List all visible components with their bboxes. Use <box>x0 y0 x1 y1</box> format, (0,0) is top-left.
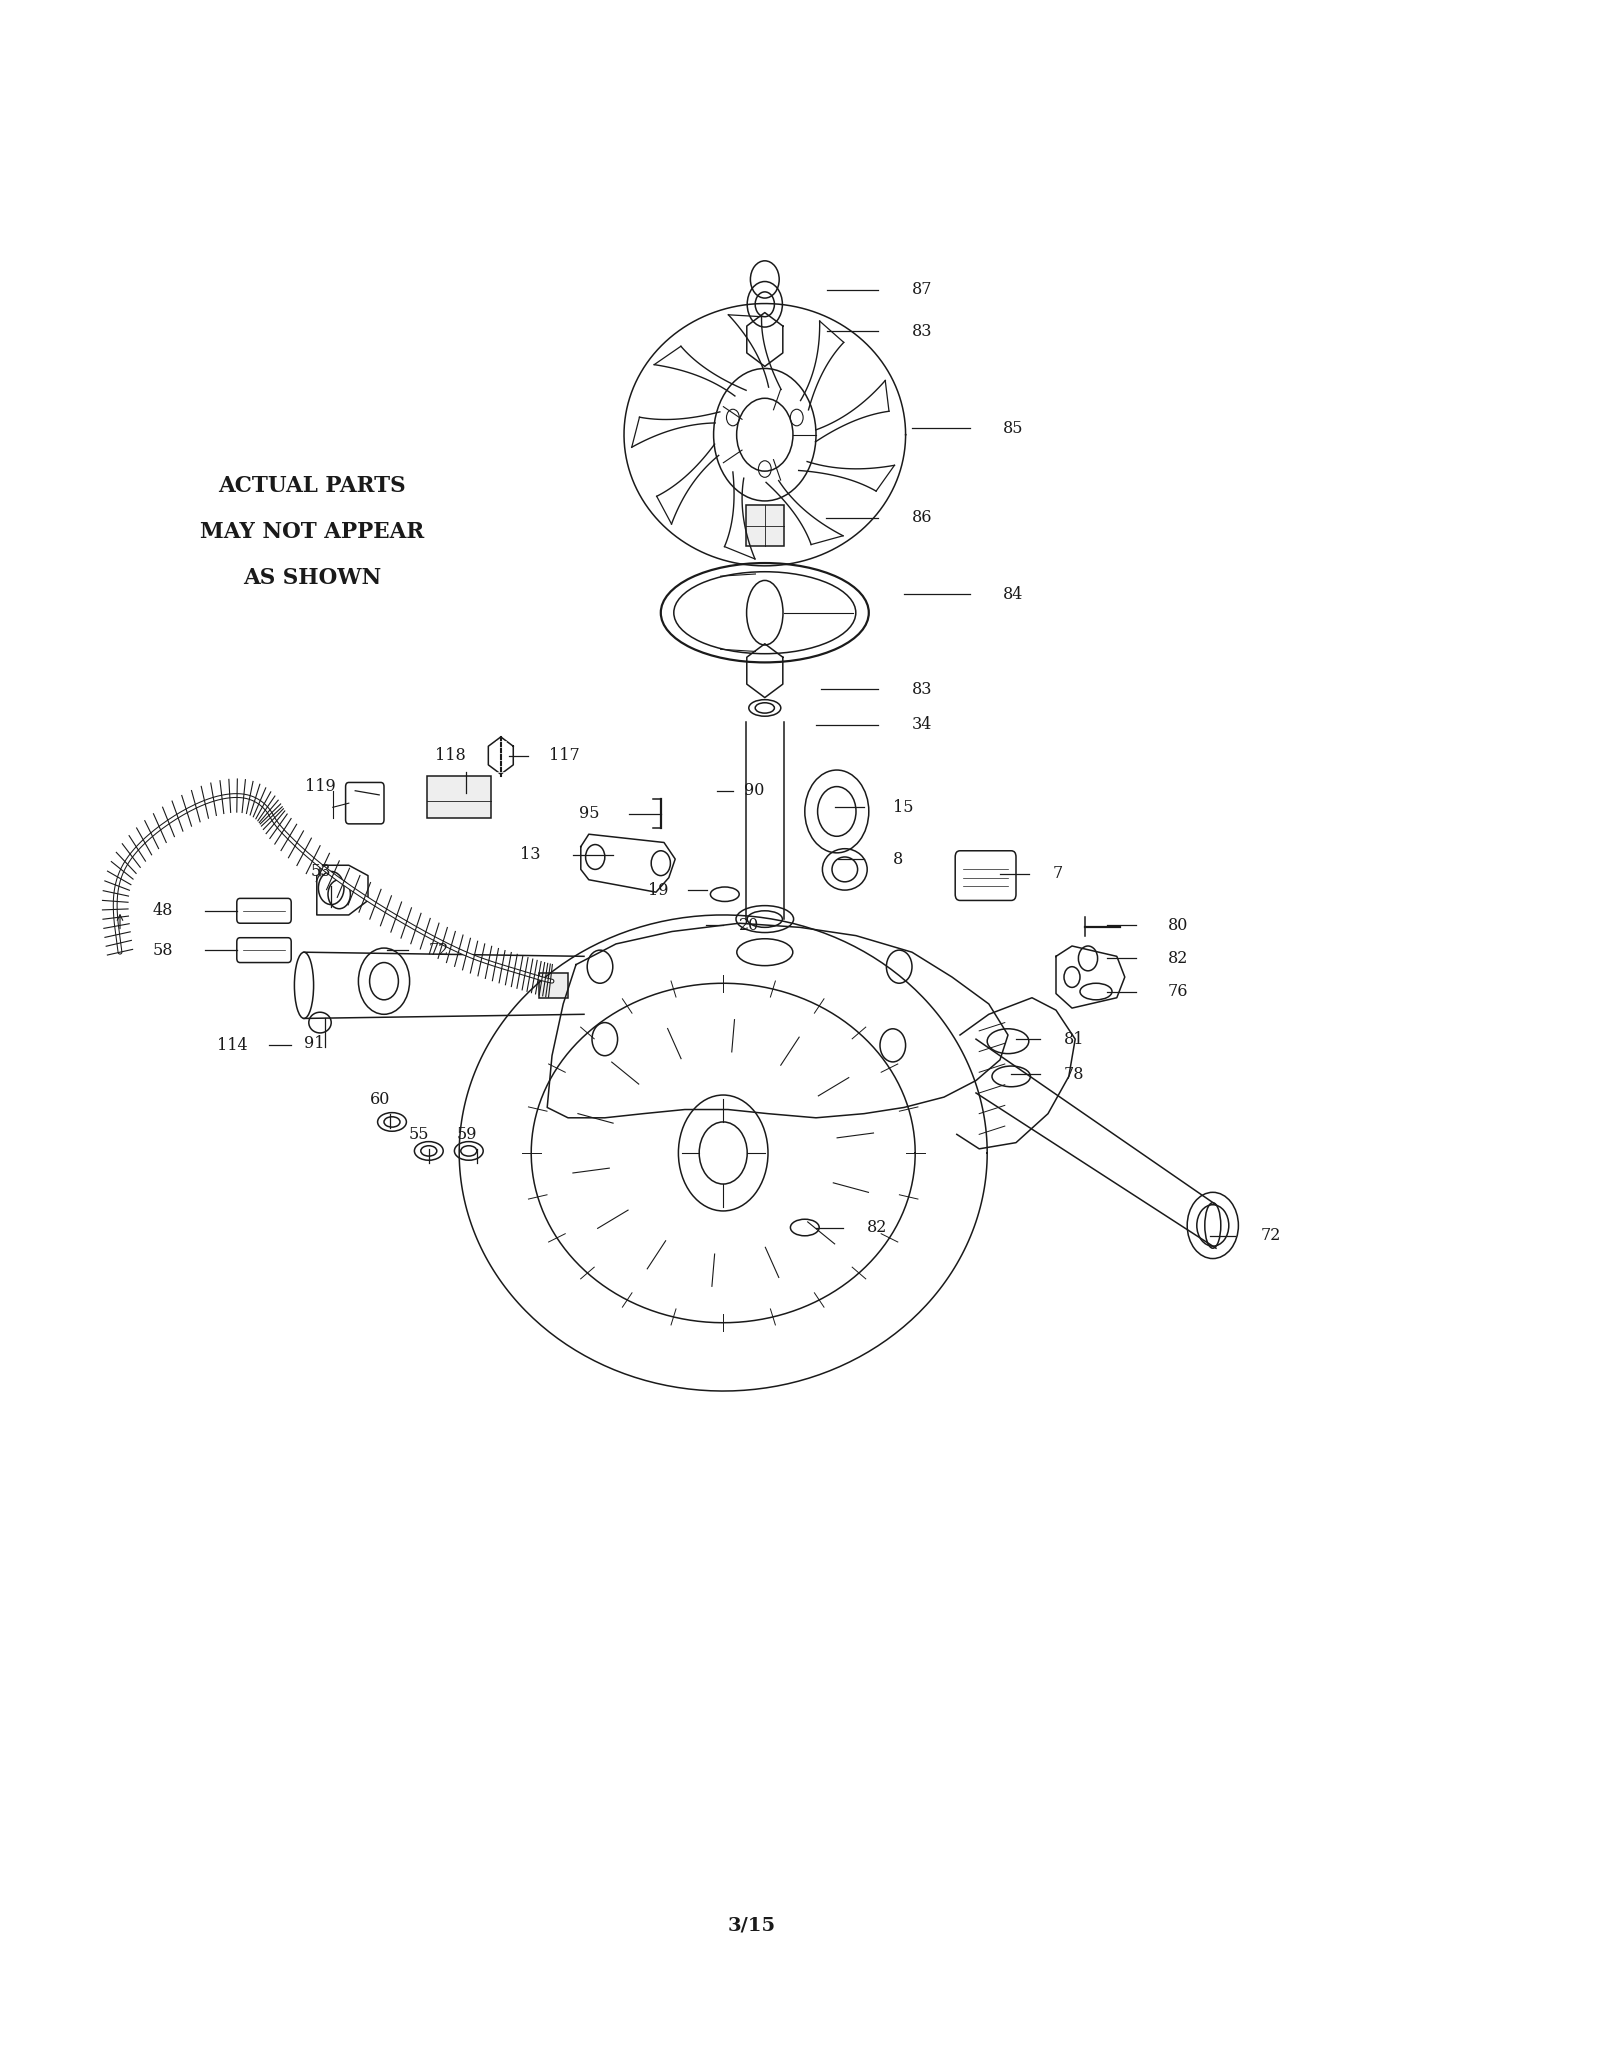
Text: 87: 87 <box>912 282 933 298</box>
Text: 83: 83 <box>912 681 933 698</box>
Text: 81: 81 <box>1064 1031 1085 1047</box>
Text: 72: 72 <box>1261 1228 1282 1244</box>
Text: 91: 91 <box>304 1035 325 1052</box>
Text: 82: 82 <box>1168 950 1189 967</box>
Text: 34: 34 <box>912 716 933 733</box>
Text: 118: 118 <box>435 747 466 764</box>
Text: 114: 114 <box>218 1037 248 1054</box>
Text: 53: 53 <box>310 863 331 880</box>
FancyBboxPatch shape <box>427 776 491 818</box>
Text: 15: 15 <box>893 799 914 816</box>
FancyBboxPatch shape <box>746 505 784 546</box>
Text: 20: 20 <box>739 917 760 934</box>
Text: AS SHOWN: AS SHOWN <box>243 567 381 588</box>
Text: 13: 13 <box>520 847 541 863</box>
Text: 85: 85 <box>1003 420 1024 437</box>
Text: 60: 60 <box>370 1091 390 1107</box>
Text: 48: 48 <box>152 903 173 919</box>
Text: 72: 72 <box>429 942 450 958</box>
Text: 117: 117 <box>549 747 579 764</box>
Text: 3/15: 3/15 <box>728 1917 776 1933</box>
Text: ACTUAL PARTS: ACTUAL PARTS <box>218 476 406 497</box>
Text: 59: 59 <box>456 1126 477 1143</box>
Text: 80: 80 <box>1168 917 1189 934</box>
Text: 86: 86 <box>912 509 933 526</box>
Text: MAY NOT APPEAR: MAY NOT APPEAR <box>200 522 424 542</box>
Text: 84: 84 <box>1003 586 1024 602</box>
Text: 55: 55 <box>408 1126 429 1143</box>
Text: 8: 8 <box>893 851 902 867</box>
Text: 58: 58 <box>152 942 173 958</box>
Text: 76: 76 <box>1168 983 1189 1000</box>
Text: 78: 78 <box>1064 1066 1085 1083</box>
Text: 19: 19 <box>648 882 669 898</box>
Text: 90: 90 <box>744 782 765 799</box>
Text: 82: 82 <box>867 1219 888 1236</box>
FancyBboxPatch shape <box>539 973 568 998</box>
Text: 83: 83 <box>912 323 933 339</box>
Text: 119: 119 <box>306 778 336 795</box>
Text: 95: 95 <box>579 805 600 822</box>
Text: 7: 7 <box>1053 865 1062 882</box>
